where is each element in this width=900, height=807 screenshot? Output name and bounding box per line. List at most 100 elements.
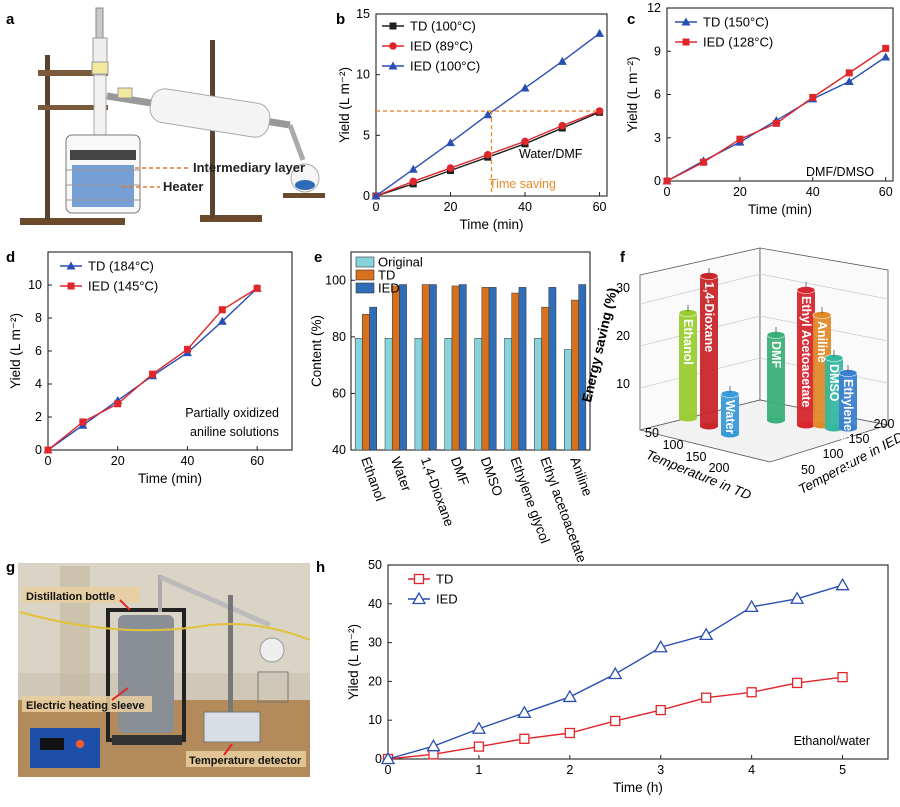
y-tick-label: 50 <box>801 463 815 477</box>
data-point <box>809 93 817 101</box>
bar3d <box>679 313 697 418</box>
panel-label-a: a <box>6 11 15 28</box>
y-tick-label: 30 <box>368 636 382 650</box>
solvent-annotation: Water/DMF <box>519 147 583 161</box>
data-point <box>253 284 261 292</box>
bar <box>369 306 377 451</box>
data-point <box>114 400 122 408</box>
bar <box>474 338 483 451</box>
data-point <box>837 671 848 683</box>
plot-frame <box>666 7 894 182</box>
category-label: Water <box>388 455 414 494</box>
data-point <box>655 704 666 716</box>
bar <box>451 285 460 451</box>
data-point <box>595 107 604 115</box>
x-axis-label: Time (min) <box>460 217 524 232</box>
data-point <box>881 52 891 61</box>
data-point <box>558 121 567 130</box>
photo-condenser <box>159 574 271 628</box>
intermediary-layer-label: Intermediary layer <box>193 160 305 175</box>
y-tick-label: 50 <box>368 558 382 572</box>
chart-b: 0 20 40 60 0 5 10 15 Time (min) Yield (L m⁻²) TD (… <box>337 7 608 232</box>
data-point <box>409 177 418 186</box>
x-tick-label: 40 <box>518 200 532 214</box>
clip-condenser <box>117 87 133 99</box>
legend-label: IED <box>378 281 400 296</box>
data-point <box>882 44 890 52</box>
data-point <box>608 666 623 680</box>
data-point <box>699 627 714 640</box>
panel-label-b: b <box>336 11 345 28</box>
y-tick-label: 15 <box>356 7 370 21</box>
stand-rod-left <box>45 55 50 220</box>
panel-label-d: d <box>6 249 15 266</box>
stand-base-left <box>20 218 125 225</box>
bar3d-label: 1,4-Dioxane <box>702 282 716 352</box>
x-tick-label: 5 <box>839 763 846 777</box>
x-tick-label: 20 <box>444 200 458 214</box>
x-tick-label: 1 <box>475 763 482 777</box>
bar <box>548 287 557 451</box>
bar3d-base <box>767 416 785 424</box>
data-point <box>446 138 456 147</box>
legend-marker <box>681 17 691 26</box>
legend-marker <box>66 261 76 270</box>
bar <box>421 284 430 451</box>
x-axis-label: Time (h) <box>613 780 663 795</box>
data-point <box>744 599 759 613</box>
bar3d-label: Water <box>723 400 737 434</box>
data-point <box>699 158 707 166</box>
legend-label: TD (184°C) <box>88 259 154 274</box>
x-tick-label: 60 <box>593 200 607 214</box>
legend-marker <box>389 42 397 50</box>
apparatus-illustration <box>20 7 325 225</box>
bar <box>504 338 512 451</box>
stand-base-right <box>200 215 262 222</box>
x-tick-label: 200 <box>709 461 730 475</box>
solvent-annotation: Ethanol/water <box>794 734 870 748</box>
time-saving-annotation: Time saving <box>489 177 556 191</box>
data-point <box>653 639 668 653</box>
heating-sleeve-label: Electric heating sleeve <box>26 700 145 712</box>
bar <box>578 284 587 451</box>
legend-marker <box>411 591 427 605</box>
bar3d-base <box>839 424 857 432</box>
solvent-annotation: DMF/DMSO <box>806 165 874 179</box>
legend-label: IED (89°C) <box>410 39 473 54</box>
annotation-line-1: Partially oxidized <box>185 406 279 420</box>
heating-sleeve <box>118 615 174 733</box>
z-tick-label: 20 <box>616 329 630 343</box>
bar3d <box>825 358 843 428</box>
bar <box>481 287 490 451</box>
detector-unit <box>203 711 261 743</box>
y-tick-label: 10 <box>368 713 382 727</box>
y-tick-label: 0 <box>654 174 661 188</box>
y-axis-label: Content (%) <box>309 315 324 387</box>
bar3d <box>839 373 857 428</box>
plot-frame <box>350 251 591 451</box>
panel-label-f: f <box>620 249 626 266</box>
data-point <box>746 687 757 698</box>
x-tick-label: 20 <box>733 185 747 199</box>
legend-swatch <box>355 282 375 294</box>
chart-d: 0 20 40 60 0 2 4 6 8 10 Time (min) Yield (L m⁻²) TD … <box>8 251 293 486</box>
data-point <box>483 110 493 119</box>
clamp-mid <box>38 105 108 110</box>
series-line <box>666 47 887 182</box>
y-tick-label: 0 <box>363 189 370 203</box>
data-point <box>557 56 567 65</box>
y-tick-label: 12 <box>647 1 661 15</box>
legend-marker <box>413 573 425 585</box>
category-label: DMSO <box>478 455 506 498</box>
data-point <box>217 316 227 325</box>
legend-swatch <box>355 269 375 281</box>
y-tick-label: 40 <box>368 597 382 611</box>
x-tick-label: 150 <box>686 450 707 464</box>
legend-marker <box>388 61 398 70</box>
data-point <box>149 370 157 378</box>
legend-label: TD <box>436 572 453 587</box>
y-tick-label: 0 <box>375 752 382 766</box>
bar3d-base <box>797 421 815 429</box>
data-point <box>564 727 575 739</box>
